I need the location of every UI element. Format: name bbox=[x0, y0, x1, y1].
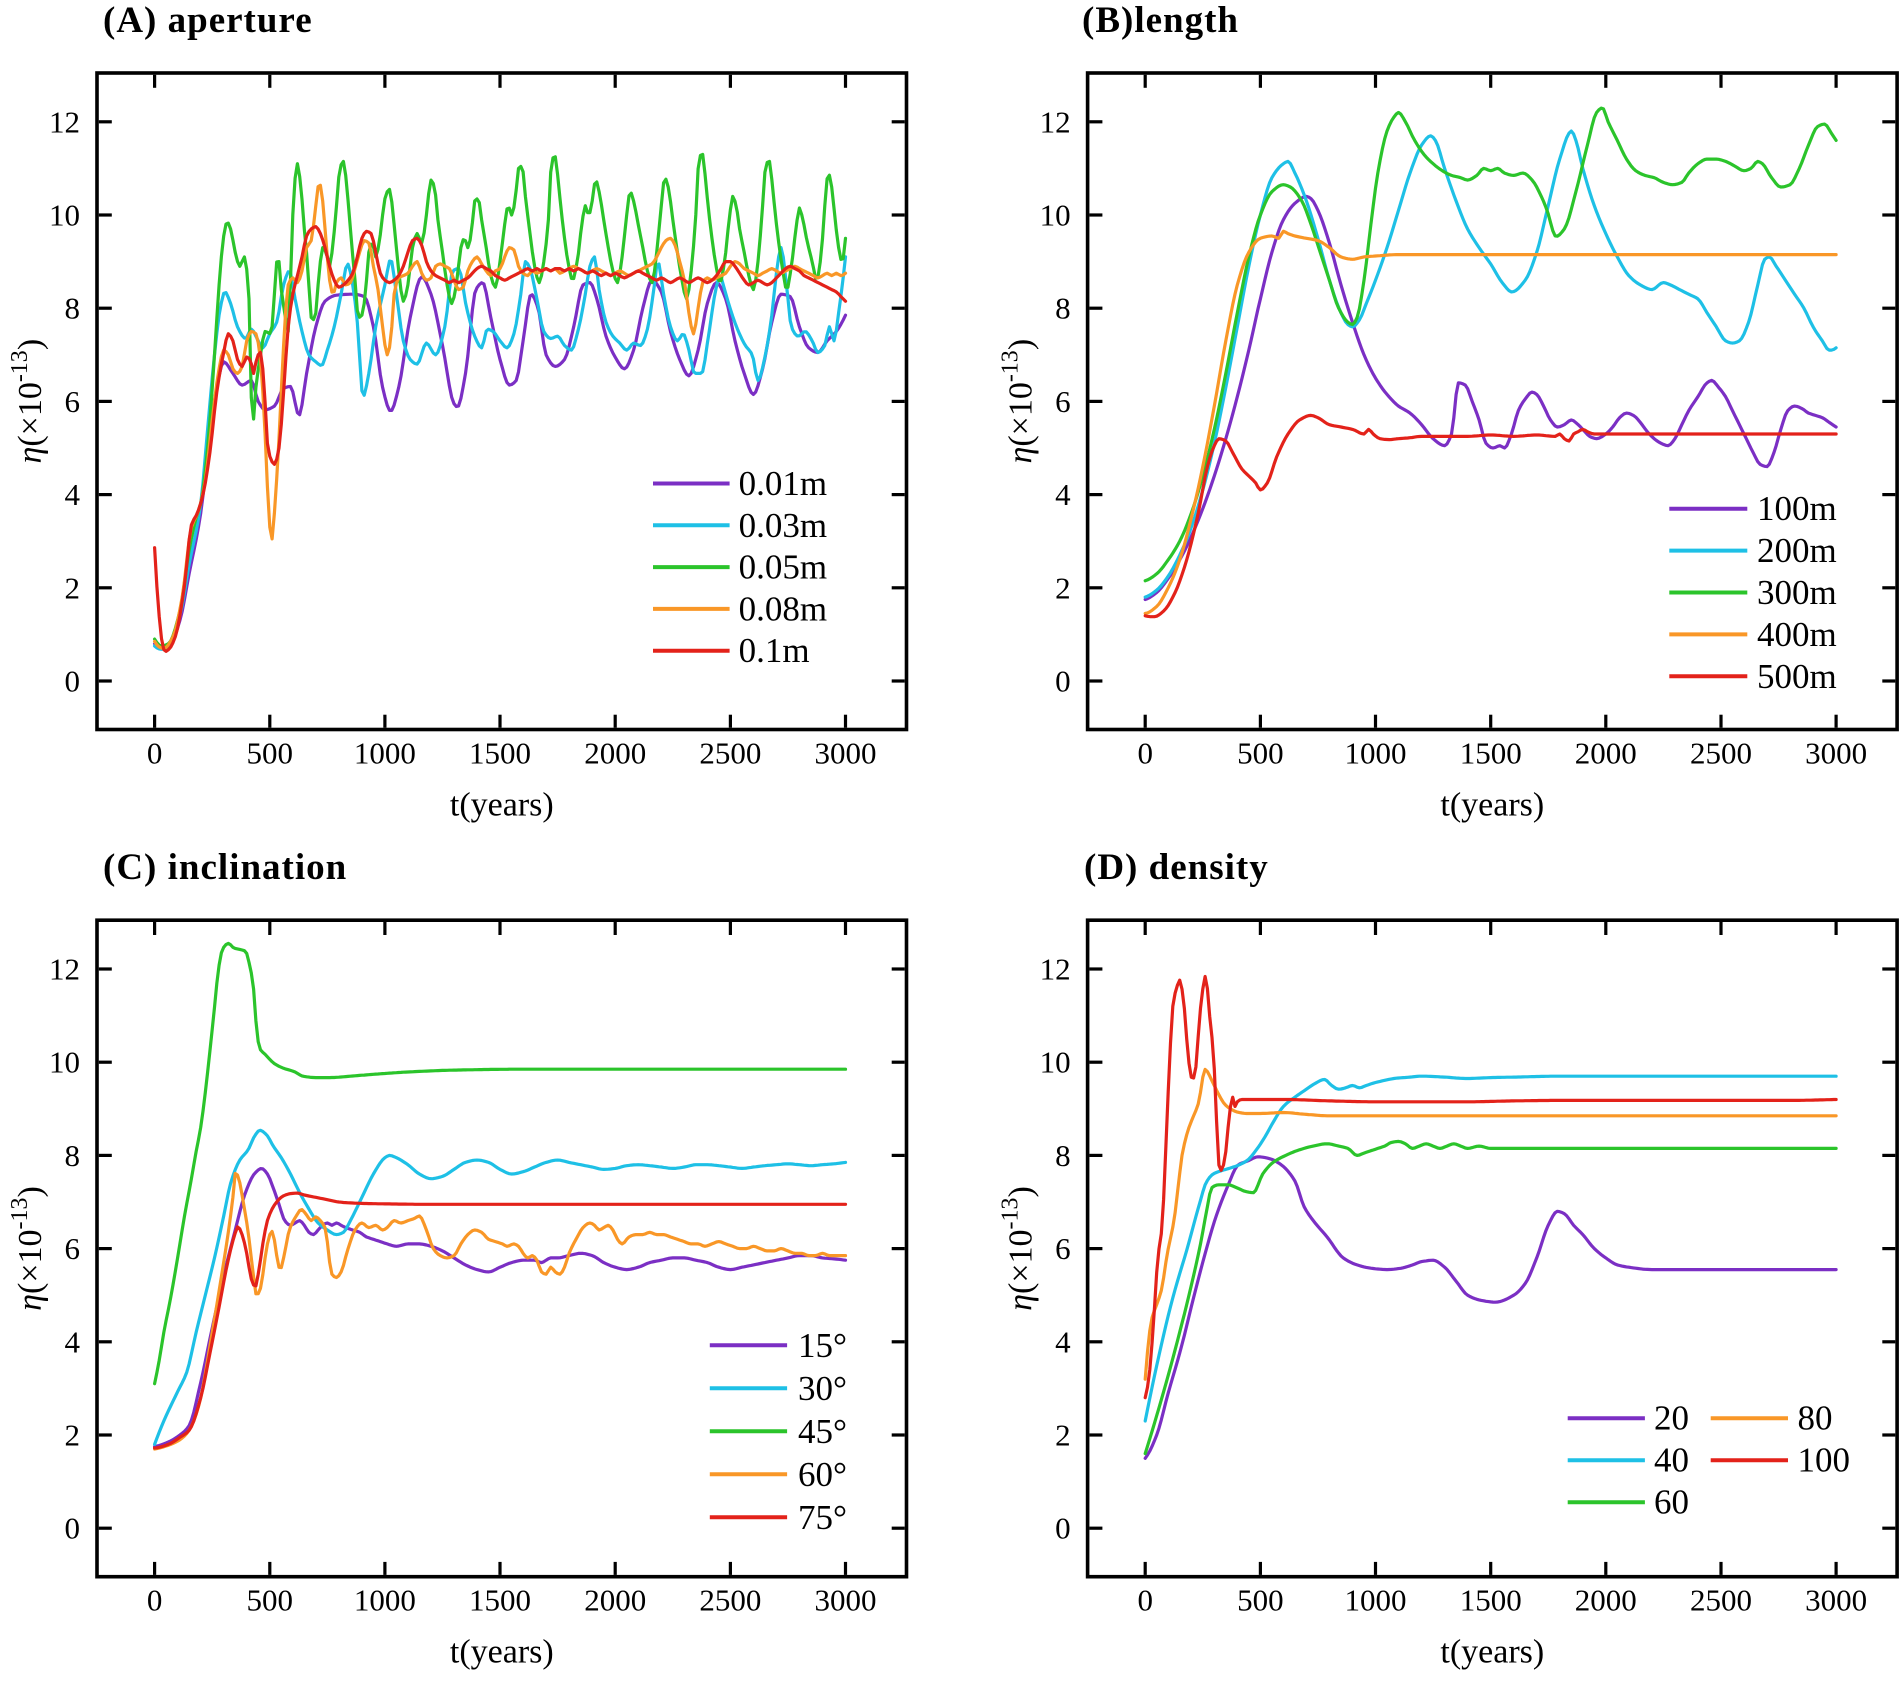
svg-text:t(years): t(years) bbox=[450, 787, 554, 824]
svg-text:4: 4 bbox=[65, 477, 81, 512]
svg-text:8: 8 bbox=[1055, 1138, 1071, 1173]
svg-text:200m: 200m bbox=[1757, 531, 1837, 570]
svg-text:8: 8 bbox=[1055, 291, 1071, 326]
svg-text:2500: 2500 bbox=[699, 1583, 761, 1618]
svg-text:60°: 60° bbox=[798, 1455, 847, 1494]
svg-text:1500: 1500 bbox=[469, 1583, 531, 1618]
svg-text:500: 500 bbox=[1237, 1583, 1284, 1618]
svg-text:12: 12 bbox=[1040, 104, 1071, 139]
svg-text:100m: 100m bbox=[1757, 489, 1837, 528]
svg-text:500: 500 bbox=[247, 1583, 294, 1618]
svg-text:3000: 3000 bbox=[1805, 1583, 1867, 1618]
svg-text:6: 6 bbox=[1055, 384, 1071, 419]
svg-text:500: 500 bbox=[1237, 736, 1284, 771]
svg-text:6: 6 bbox=[65, 384, 81, 419]
svg-text:2500: 2500 bbox=[699, 736, 761, 771]
svg-text:4: 4 bbox=[1055, 477, 1071, 512]
svg-text:12: 12 bbox=[49, 952, 80, 987]
svg-text:15°: 15° bbox=[798, 1326, 847, 1365]
svg-text:30°: 30° bbox=[798, 1369, 847, 1408]
svg-text:(B)length: (B)length bbox=[1082, 0, 1239, 41]
svg-text:2: 2 bbox=[65, 1418, 81, 1453]
svg-text:0.03m: 0.03m bbox=[739, 506, 827, 545]
svg-text:4: 4 bbox=[1055, 1324, 1071, 1359]
svg-text:0: 0 bbox=[1055, 664, 1071, 699]
svg-text:0: 0 bbox=[1137, 736, 1153, 771]
svg-text:(D) density: (D) density bbox=[1084, 847, 1269, 888]
svg-text:0.05m: 0.05m bbox=[739, 548, 827, 587]
svg-text:2000: 2000 bbox=[1575, 1583, 1637, 1618]
svg-text:300m: 300m bbox=[1757, 573, 1837, 612]
svg-text:1000: 1000 bbox=[354, 1583, 416, 1618]
svg-text:3000: 3000 bbox=[815, 1583, 877, 1618]
svg-text:t(years): t(years) bbox=[1440, 1634, 1544, 1671]
svg-text:1500: 1500 bbox=[1460, 736, 1522, 771]
svg-text:500m: 500m bbox=[1757, 657, 1837, 696]
svg-text:0: 0 bbox=[65, 1511, 81, 1546]
svg-text:4: 4 bbox=[65, 1324, 81, 1359]
svg-text:2000: 2000 bbox=[584, 736, 646, 771]
svg-text:2000: 2000 bbox=[1575, 736, 1637, 771]
svg-text:1000: 1000 bbox=[1345, 1583, 1407, 1618]
svg-text:1500: 1500 bbox=[1460, 1583, 1522, 1618]
svg-text:1500: 1500 bbox=[469, 736, 531, 771]
svg-text:(C) inclination: (C) inclination bbox=[103, 847, 347, 888]
svg-text:3000: 3000 bbox=[815, 736, 877, 771]
svg-text:0: 0 bbox=[65, 664, 81, 699]
svg-text:0: 0 bbox=[1137, 1583, 1153, 1618]
svg-text:10: 10 bbox=[49, 1045, 80, 1080]
svg-text:6: 6 bbox=[1055, 1231, 1071, 1266]
svg-text:2500: 2500 bbox=[1690, 736, 1752, 771]
svg-text:2: 2 bbox=[65, 570, 81, 605]
svg-text:80: 80 bbox=[1798, 1399, 1833, 1438]
svg-text:0.01m: 0.01m bbox=[739, 464, 827, 503]
svg-text:12: 12 bbox=[49, 104, 80, 139]
svg-text:2000: 2000 bbox=[584, 1583, 646, 1618]
svg-text:12: 12 bbox=[1040, 952, 1071, 987]
svg-text:40: 40 bbox=[1654, 1441, 1689, 1480]
svg-text:60: 60 bbox=[1654, 1483, 1689, 1522]
svg-text:8: 8 bbox=[65, 291, 81, 326]
svg-text:2: 2 bbox=[1055, 1418, 1071, 1453]
svg-text:400m: 400m bbox=[1757, 615, 1837, 654]
svg-text:2: 2 bbox=[1055, 570, 1071, 605]
svg-text:500: 500 bbox=[247, 736, 294, 771]
svg-text:2500: 2500 bbox=[1690, 1583, 1752, 1618]
svg-text:20: 20 bbox=[1654, 1399, 1689, 1438]
svg-text:75°: 75° bbox=[798, 1498, 847, 1537]
svg-text:0: 0 bbox=[147, 736, 163, 771]
svg-text:t(years): t(years) bbox=[1440, 787, 1544, 824]
svg-text:10: 10 bbox=[1040, 1045, 1071, 1080]
svg-text:(A) aperture: (A) aperture bbox=[103, 0, 313, 41]
svg-text:100: 100 bbox=[1798, 1441, 1851, 1480]
svg-text:t(years): t(years) bbox=[450, 1634, 554, 1671]
svg-text:0.1m: 0.1m bbox=[739, 631, 810, 670]
svg-text:3000: 3000 bbox=[1805, 736, 1867, 771]
svg-text:6: 6 bbox=[65, 1231, 81, 1266]
svg-text:0: 0 bbox=[147, 1583, 163, 1618]
svg-text:45°: 45° bbox=[798, 1412, 847, 1451]
svg-text:10: 10 bbox=[1040, 198, 1071, 233]
svg-text:8: 8 bbox=[65, 1138, 81, 1173]
svg-text:0.08m: 0.08m bbox=[739, 589, 827, 628]
svg-text:1000: 1000 bbox=[1345, 736, 1407, 771]
svg-text:1000: 1000 bbox=[354, 736, 416, 771]
svg-text:10: 10 bbox=[49, 198, 80, 233]
svg-text:0: 0 bbox=[1055, 1511, 1071, 1546]
